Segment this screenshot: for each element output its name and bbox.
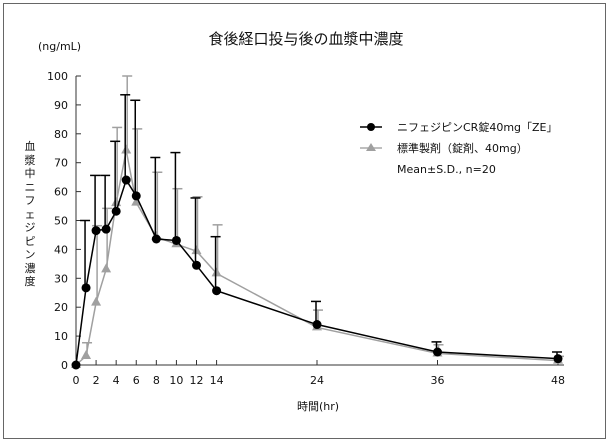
chart-title: 食後経口投与後の血漿中濃度	[208, 30, 403, 48]
x-tick-label: 14	[210, 374, 224, 387]
x-tick-label: 12	[190, 374, 204, 387]
data-point	[111, 206, 121, 216]
legend: ニフェジピンCR錠40mg「ZE」 標準製剤（錠剤、40mg） Mean±S.D…	[360, 120, 558, 176]
y-axis-label: 血漿中ニフェジピン濃度	[24, 140, 36, 288]
annotation-mean-sd: Mean±S.D., n=20	[397, 163, 496, 176]
y-tick-label: 80	[54, 128, 68, 141]
x-tick-label: 0	[73, 374, 80, 387]
y-tick-label: 70	[54, 157, 68, 170]
x-tick-label: 6	[133, 374, 140, 387]
data-point	[101, 263, 112, 273]
series-line	[75, 150, 559, 366]
legend-marker-triangle	[366, 143, 376, 151]
y-tick-label: 10	[54, 330, 68, 343]
data-point	[131, 191, 141, 201]
y-unit-label: (ng/mL)	[38, 40, 81, 53]
y-tick-label: 90	[54, 99, 68, 112]
x-tick-label: 2	[93, 374, 100, 387]
data-point	[211, 267, 222, 277]
x-tick-label: 8	[153, 374, 160, 387]
y-tick-label: 0	[61, 359, 68, 372]
data-point	[131, 196, 142, 206]
x-tick-label: 24	[310, 374, 324, 387]
data-point	[433, 347, 442, 357]
legend-label-2: 標準製剤（錠剤、40mg）	[397, 141, 528, 155]
data-point	[191, 245, 202, 255]
chart-frame	[3, 3, 606, 439]
y-tick-label: 20	[54, 301, 68, 314]
data-point	[553, 354, 563, 364]
data-point	[312, 320, 322, 330]
x-axis-label: 時間(hr)	[297, 400, 339, 413]
y-tick-label: 100	[47, 70, 68, 83]
data-point	[71, 360, 81, 370]
data-point	[121, 175, 131, 185]
legend-label-1: ニフェジピンCR錠40mg「ZE」	[397, 120, 558, 134]
data-point	[171, 235, 181, 245]
series-1	[71, 94, 563, 370]
data-point	[151, 234, 161, 244]
data-point	[81, 283, 91, 293]
data-point	[121, 144, 132, 154]
series-line	[75, 178, 559, 366]
data-point	[192, 260, 201, 270]
y-tick-label: 40	[54, 243, 68, 256]
data-point	[101, 224, 111, 234]
y-tick-label: 60	[54, 186, 68, 199]
x-tick-label: 48	[551, 374, 565, 387]
y-tick-label: 50	[54, 215, 68, 228]
x-tick-label: 4	[113, 374, 120, 387]
data-point	[91, 226, 101, 236]
data-point	[81, 350, 92, 360]
x-tick-label: 10	[169, 374, 183, 387]
data-point	[91, 296, 102, 306]
data-point	[212, 286, 222, 296]
y-tick-label: 30	[54, 272, 68, 285]
x-tick-label: 36	[431, 374, 445, 387]
legend-marker-circle	[367, 123, 375, 131]
